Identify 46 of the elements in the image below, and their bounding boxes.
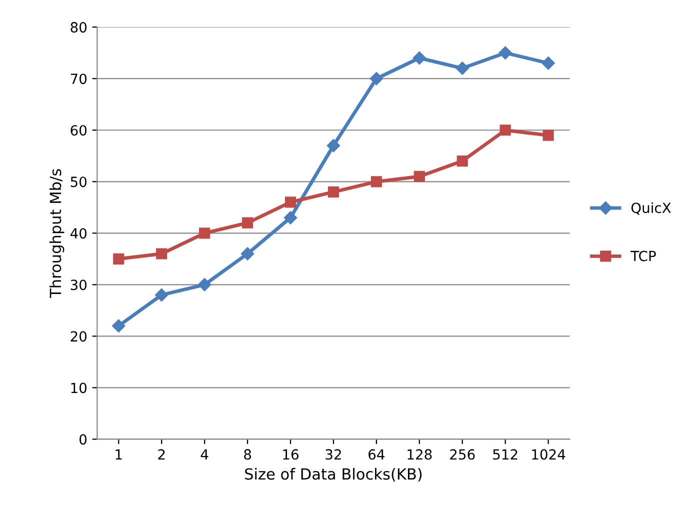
y-tick-label: 80: [70, 22, 87, 33]
legend-label: TCP: [630, 250, 656, 262]
y-tick-label: 20: [70, 331, 87, 342]
point: [156, 248, 168, 260]
x-tick-label: 1: [116, 449, 122, 460]
x-tick-label: 8: [244, 449, 252, 460]
point: [326, 138, 340, 152]
point: [500, 124, 511, 136]
y-tick-label: 30: [70, 280, 87, 290]
point: [284, 196, 296, 208]
point: [113, 253, 124, 264]
point: [328, 186, 340, 198]
x-tick-label: 1024: [532, 449, 566, 460]
point: [370, 72, 384, 86]
x-tick-label: 128: [408, 449, 432, 460]
y-tick-label: 60: [70, 125, 87, 136]
y-tick-label: 0: [80, 434, 87, 445]
x-axis-title: Size of Data Blocks(KB): [245, 468, 422, 482]
point: [240, 247, 254, 260]
x-tick-label: 512: [493, 449, 518, 460]
point: [284, 211, 298, 224]
y-tick-label: 10: [71, 382, 87, 394]
point: [456, 155, 468, 167]
y-tick-label: 40: [70, 228, 87, 239]
x-tick-label: 32: [326, 449, 341, 460]
point: [198, 278, 212, 292]
point: [542, 56, 555, 70]
point: [456, 62, 469, 75]
point: [370, 176, 382, 188]
y-tick-label: 50: [70, 176, 87, 188]
y-axis-title: Throughput Mb/s: [49, 169, 64, 298]
x-tick-label: 256: [450, 449, 475, 460]
y-tick-label: 70: [70, 74, 87, 84]
x-tick-label: 64: [368, 449, 384, 460]
point: [414, 170, 425, 182]
point: [542, 130, 554, 141]
point: [112, 319, 126, 332]
x-tick-label: 2: [158, 449, 165, 460]
point: [242, 217, 254, 228]
point: [155, 288, 168, 302]
legend-label: QuicX: [631, 202, 671, 215]
x-tick-label: 16: [283, 449, 298, 460]
point: [412, 51, 426, 65]
point: [199, 228, 210, 239]
x-tick-label: 4: [200, 449, 208, 460]
point: [498, 46, 512, 60]
